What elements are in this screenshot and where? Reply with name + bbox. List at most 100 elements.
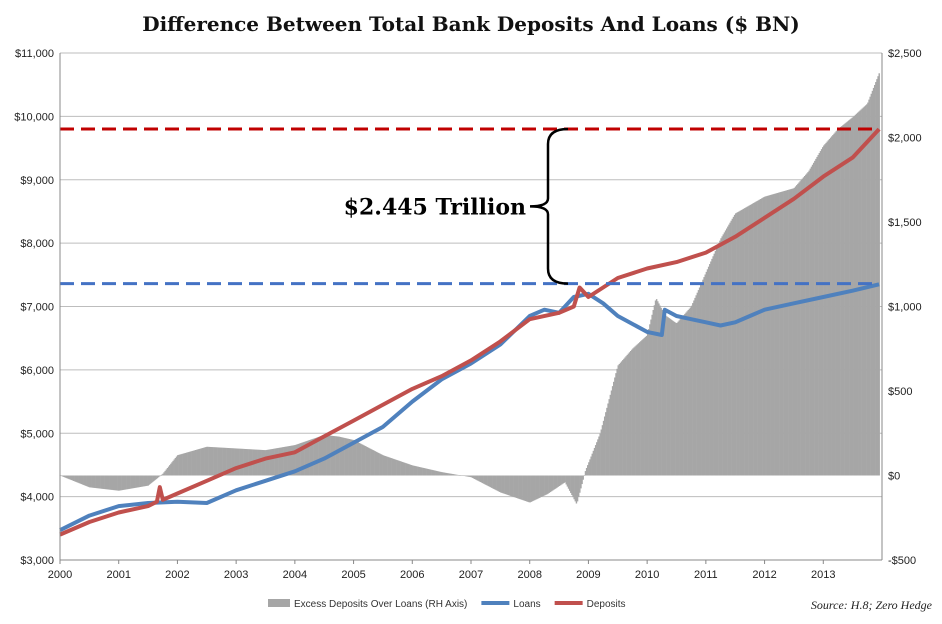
x-tick-label: 2007	[459, 569, 483, 581]
excess-bar	[92, 475, 94, 488]
excess-bar	[388, 457, 390, 476]
excess-bar	[359, 443, 362, 476]
excess-bar	[442, 472, 444, 476]
excess-bar	[493, 475, 495, 490]
excess-bar	[645, 335, 648, 476]
y-right-tick-label: $1,500	[888, 217, 922, 229]
excess-bar	[172, 460, 174, 476]
excess-bar	[510, 475, 512, 496]
excess-bar	[783, 191, 786, 476]
excess-bar	[711, 258, 713, 476]
excess-bar	[741, 209, 744, 476]
excess-bar	[241, 448, 243, 476]
excess-bar	[180, 454, 182, 476]
excess-bar	[843, 124, 845, 476]
excess-bar	[775, 193, 778, 476]
y-left-tick-label: $3,000	[20, 555, 54, 567]
excess-bar	[371, 449, 373, 476]
excess-bar	[648, 329, 650, 476]
excess-bar	[840, 126, 842, 476]
excess-bar	[753, 202, 755, 476]
excess-bar	[340, 437, 343, 476]
excess-bar	[504, 475, 506, 495]
excess-bar	[278, 447, 281, 476]
excess-bar	[523, 475, 526, 501]
excess-bar	[827, 140, 830, 476]
excess-bar	[189, 451, 191, 476]
excess-bar	[749, 204, 752, 476]
excess-bar	[699, 284, 702, 476]
excess-bar	[535, 475, 537, 500]
legend-label: Loans	[513, 599, 540, 610]
chart-title: Difference Between Total Bank Deposits A…	[142, 12, 800, 36]
excess-bar	[602, 420, 605, 476]
excess-bar	[333, 436, 336, 476]
excess-bar	[589, 459, 591, 476]
excess-bar	[158, 475, 161, 477]
excess-bar	[85, 475, 87, 486]
excess-bar	[91, 475, 93, 488]
excess-bar	[661, 309, 664, 476]
excess-bar	[66, 475, 68, 479]
excess-bar	[712, 256, 714, 476]
excess-bar	[738, 211, 740, 476]
x-tick-label: 2010	[635, 569, 659, 581]
y-right-tick-label: $2,000	[888, 133, 922, 145]
excess-bar	[193, 450, 196, 476]
excess-bar	[555, 475, 557, 489]
excess-bar	[121, 475, 124, 491]
excess-bar	[206, 446, 208, 476]
excess-bar	[301, 442, 303, 476]
excess-bar	[833, 133, 835, 476]
excess-bar	[823, 145, 825, 476]
excess-bar	[196, 449, 198, 476]
x-tick-label: 2011	[694, 569, 718, 581]
excess-bar	[294, 445, 296, 476]
excess-bar	[797, 183, 799, 476]
excess-bar	[455, 474, 458, 476]
excess-bar	[269, 449, 271, 476]
excess-bar	[364, 445, 366, 476]
excess-bar	[338, 436, 340, 476]
excess-bar	[556, 475, 558, 488]
excess-bar	[623, 358, 625, 476]
excess-bar	[272, 448, 275, 476]
excess-bar	[357, 442, 360, 476]
excess-bar	[559, 475, 562, 486]
excess-bar	[382, 455, 384, 476]
excess-bar	[740, 210, 743, 476]
excess-bar	[600, 429, 603, 476]
excess-bar	[820, 149, 823, 476]
excess-bar	[102, 475, 104, 489]
axes: $3,000 $4,000 $5,000 $6,000 $7,000 $8,000 $9,0…	[14, 48, 921, 581]
excess-bar	[619, 362, 622, 476]
excess-bar	[642, 339, 644, 476]
excess-bar	[735, 213, 737, 476]
excess-bar	[838, 127, 841, 476]
excess-bar	[70, 475, 73, 481]
excess-bar	[350, 439, 353, 476]
excess-bar	[220, 447, 223, 476]
excess-bar	[348, 439, 351, 476]
excess-bar	[650, 319, 652, 476]
excess-bar	[204, 447, 206, 476]
excess-bar	[727, 226, 729, 476]
excess-bar	[375, 451, 378, 476]
excess-bar	[716, 245, 719, 476]
excess-bar	[228, 448, 231, 476]
excess-bar	[593, 447, 596, 476]
excess-bar	[313, 438, 316, 476]
excess-bar	[736, 212, 738, 476]
excess-bar	[140, 475, 143, 487]
excess-bar	[144, 475, 146, 487]
excess-bar	[427, 469, 430, 476]
excess-bar	[847, 120, 850, 476]
excess-bar	[567, 475, 570, 489]
excess-bar	[398, 460, 400, 476]
excess-bar	[87, 475, 90, 487]
excess-bar	[686, 311, 688, 476]
excess-bar	[579, 475, 581, 493]
excess-bar	[396, 459, 398, 476]
excess-bar	[641, 340, 643, 476]
excess-bar	[402, 462, 405, 476]
